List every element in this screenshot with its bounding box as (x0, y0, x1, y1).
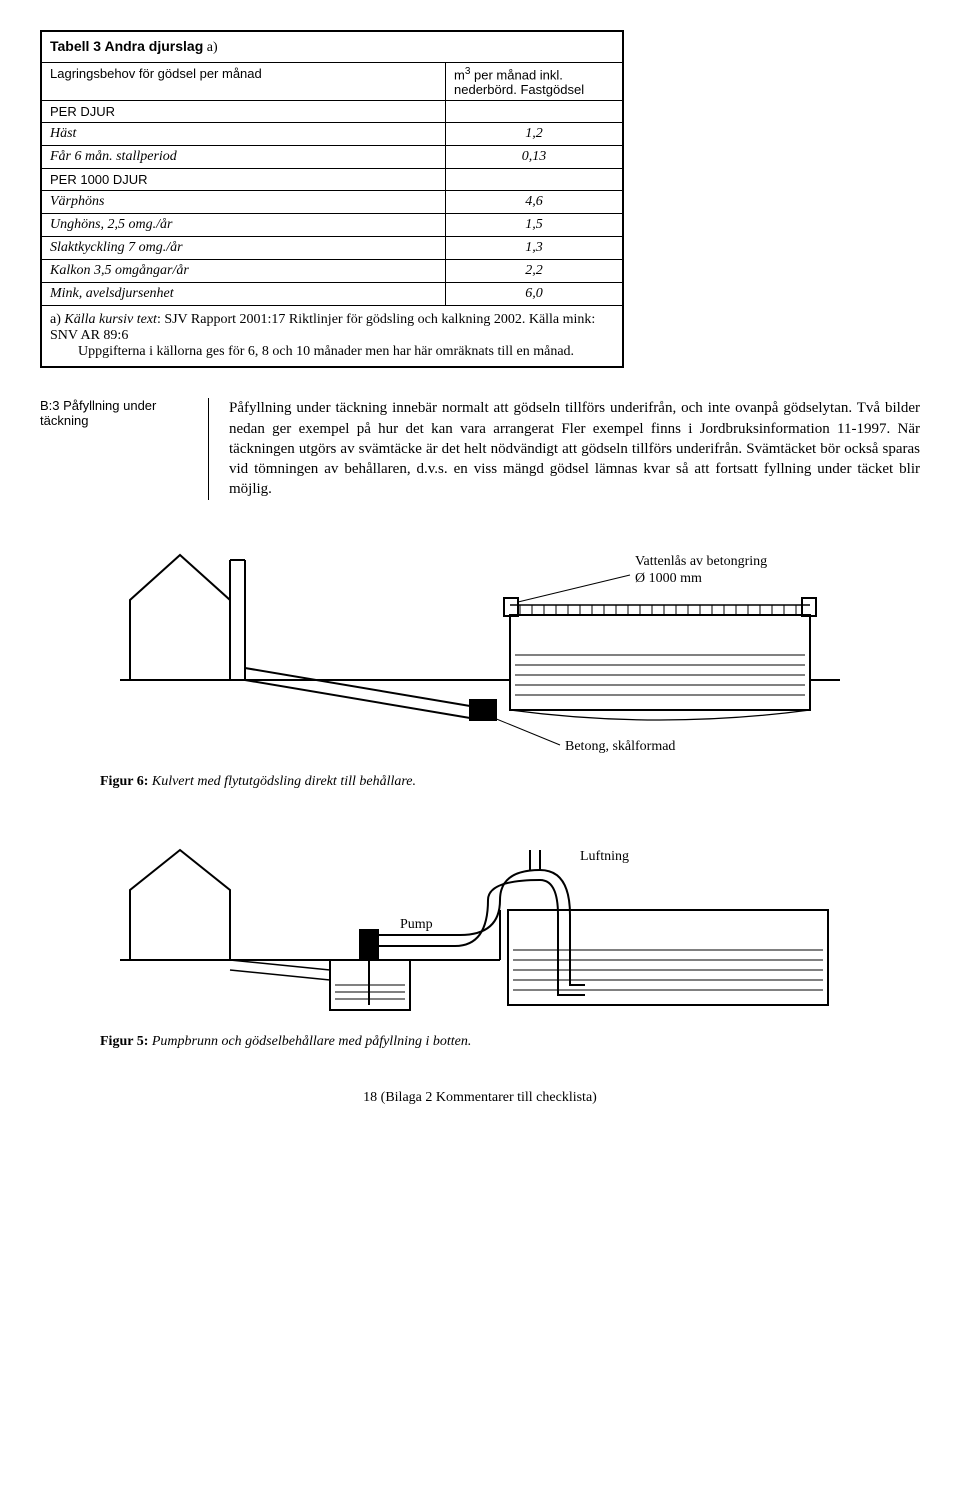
footnote-src: Källa kursiv text (64, 312, 157, 327)
per-1000-row: PER 1000 DJUR (42, 169, 622, 191)
table-title: Tabell 3 Andra djurslag (50, 38, 203, 54)
fig6-cap-italic: Kulvert med flytutgödsling direkt till b… (152, 774, 416, 789)
row-value: 1,2 (446, 123, 622, 145)
table-header-right: m3 per månad inkl. nederbörd. Fastgödsel (446, 63, 622, 100)
table-row: Slaktkyckling 7 omg./år 1,3 (42, 237, 622, 260)
row-label: Kalkon 3,5 omgångar/år (42, 260, 446, 282)
row-value: 1,5 (446, 214, 622, 236)
per-djur-row: PER DJUR (42, 101, 622, 123)
row-label: Får 6 mån. stallperiod (42, 146, 446, 168)
table-header-left: Lagringsbehov för gödsel per månad (42, 63, 446, 100)
fig5-cap-italic: Pumpbrunn och gödselbehållare med påfyll… (152, 1034, 472, 1049)
footnote-a: a) (50, 312, 64, 327)
table-title-row: Tabell 3 Andra djurslag a) (42, 32, 622, 63)
row-label: Häst (42, 123, 446, 145)
table-row: Mink, avelsdjursenhet 6,0 (42, 283, 622, 306)
page-footer: 18 (Bilaga 2 Kommentarer till checklista… (40, 1090, 920, 1106)
fig5-luft: Luftning (580, 849, 629, 864)
b3-text: Påfyllning under täckning innebär normal… (229, 398, 920, 499)
fig6-vattenlas: Vattenlås av betongring (635, 554, 767, 569)
per-1000-label: PER 1000 DJUR (42, 169, 446, 190)
table-row: Unghöns, 2,5 omg./år 1,5 (42, 214, 622, 237)
table-header-row: Lagringsbehov för gödsel per månad m3 pe… (42, 63, 622, 101)
fig6-cap-bold: Figur 6: (100, 774, 152, 789)
table-3: Tabell 3 Andra djurslag a) Lagringsbehov… (40, 30, 624, 368)
figure-5-caption: Figur 5: Pumpbrunn och gödselbehållare m… (100, 1034, 860, 1050)
fig6-vattenlas2: Ø 1000 mm (635, 571, 702, 586)
fig6-betong: Betong, skålformad (565, 739, 675, 754)
table-title-suffix: a) (203, 40, 217, 55)
figure-6-caption: Figur 6: Kulvert med flytutgödsling dire… (100, 774, 860, 790)
row-label: Värphöns (42, 191, 446, 213)
figure-6-svg: Vattenlås av betongring Ø 1000 mm Betong… (100, 520, 860, 770)
row-value: 6,0 (446, 283, 622, 305)
table-row: Värphöns 4,6 (42, 191, 622, 214)
footnote-line2: Uppgifterna i källorna ges för 6, 8 och … (78, 344, 614, 360)
row-label: Unghöns, 2,5 omg./år (42, 214, 446, 236)
m-label: m (454, 67, 465, 82)
section-b3: B:3 Påfyllning under täckning Påfyllning… (40, 398, 920, 499)
fig5-pump: Pump (400, 917, 433, 932)
figures-block: Vattenlås av betongring Ø 1000 mm Betong… (100, 520, 860, 1050)
row-value: 2,2 (446, 260, 622, 282)
row-value: 0,13 (446, 146, 622, 168)
b3-label: B:3 Påfyllning under täckning (40, 398, 209, 499)
per-djur-empty (446, 101, 622, 122)
table-row: Kalkon 3,5 omgångar/år 2,2 (42, 260, 622, 283)
row-value: 4,6 (446, 191, 622, 213)
table-row: Får 6 mån. stallperiod 0,13 (42, 146, 622, 169)
table-row: Häst 1,2 (42, 123, 622, 146)
table-footnote: a) Källa kursiv text: SJV Rapport 2001:1… (42, 306, 622, 366)
row-label: Mink, avelsdjursenhet (42, 283, 446, 305)
per-1000-empty (446, 169, 622, 190)
header-rest: per månad inkl. nederbörd. Fastgödsel (454, 67, 584, 97)
row-value: 1,3 (446, 237, 622, 259)
fig5-cap-bold: Figur 5: (100, 1034, 152, 1049)
per-djur-label: PER DJUR (42, 101, 446, 122)
figure-5-svg: Pump Luftning (100, 820, 860, 1030)
row-label: Slaktkyckling 7 omg./år (42, 237, 446, 259)
